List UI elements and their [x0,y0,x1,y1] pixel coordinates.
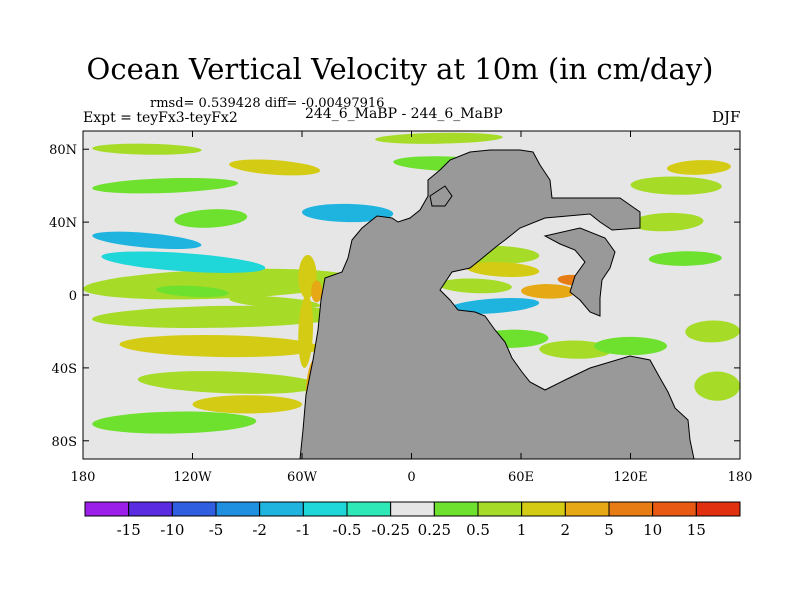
field-patch [92,231,202,250]
field-patch [438,278,512,294]
colorbar-swatch [259,501,304,517]
colorbar-label: -0.5 [333,521,362,539]
chart-title: Ocean Vertical Velocity at 10m (in cm/da… [86,52,714,86]
field-patch [298,295,314,368]
field-patch [667,160,731,175]
colorbar-label: -0.25 [371,521,409,539]
colorbar-label: 2 [561,521,571,539]
colorbar-swatch [564,501,610,517]
y-tick-label: 40S [52,362,77,377]
field-patch [694,371,740,401]
colorbar-label: -1 [296,521,311,539]
field-patch [101,251,266,273]
field-patch [92,411,257,434]
field-patch [594,336,667,356]
case-label: 244_6_MaBP - 244_6_MaBP [305,106,503,122]
colorbar-swatch [215,501,261,517]
x-tick-label: 0 [407,470,415,485]
colorbar-label: 15 [687,521,706,539]
season-label: DJF [712,108,741,126]
field-patch [83,268,357,300]
field-patch [448,297,540,314]
field-patch [311,280,323,303]
axes: 180 120W 60W 0 60E 120E 180 80N 40N 0 40S 80S [49,131,752,485]
land-asia-inner [543,227,616,317]
field-patch [192,395,302,414]
colorbar-swatch [477,501,523,517]
land-greenland [429,185,453,207]
colorbar-label: -5 [209,521,224,539]
colorbar-swatch [433,501,479,517]
field-patch [539,340,613,359]
field-patch [466,261,540,278]
colorbar-label: -10 [160,521,184,539]
rmsd-diff-stats: rmsd= 0.539428 diff= -0.00497916 [150,96,385,111]
field-patch [630,176,722,195]
colorbar-label: 10 [643,521,662,539]
field-patch [229,295,321,309]
field-patch [302,203,394,223]
field-patch [92,305,348,329]
land-americas-africa-europe [299,149,695,459]
land-mask [299,149,695,459]
colorbar-label: 0.5 [466,521,490,539]
colorbar-label: -15 [117,521,141,539]
field-patch [156,285,229,298]
colorbar-swatch [521,501,566,517]
field-patch [375,132,503,144]
colorbar-swatch [390,501,435,517]
colorbar-swatch [128,501,173,517]
field-patch [648,251,722,266]
field-patch [92,143,202,155]
field-patch [92,177,239,194]
x-tick-label: 60W [287,470,318,485]
colorbar: -15 -10 -5 -2 -1 -0.5 -0.25 0.25 0.5 1 2 5 10 15 [84,501,741,539]
y-tick-label: 40N [49,216,77,231]
map-plot-area [82,130,741,460]
colorbar-swatch [171,501,217,517]
colorbar-swatch [302,501,348,517]
colorbar-label: 1 [517,521,527,539]
field-patch [119,334,321,358]
y-tick-label: 80S [52,435,77,450]
colorbar-swatch [84,501,130,517]
x-tick-label: 180 [71,470,96,485]
x-tick-label: 60E [508,470,534,485]
field-patch [229,159,321,176]
field-patch [685,320,740,343]
colorbar-label: 5 [604,521,614,539]
y-tick-label: 0 [69,289,77,304]
x-tick-label: 120E [613,470,647,485]
y-tick-label: 80N [49,143,77,158]
experiment-label: Expt = teyFx3-teyFx2 [83,110,238,126]
colorbar-label: 0.25 [418,521,451,539]
field-patch [174,209,248,228]
colorbar-swatch [652,501,697,517]
colorbar-swatch [695,501,741,517]
field-patch [521,284,576,299]
x-tick-label: 120W [173,470,212,485]
x-tick-label: 180 [728,470,753,485]
field-patch [137,371,321,394]
colorbar-swatch [608,501,654,517]
colorbar-swatch [346,501,392,517]
field-patch [630,212,704,232]
colorbar-label: -2 [252,521,267,539]
